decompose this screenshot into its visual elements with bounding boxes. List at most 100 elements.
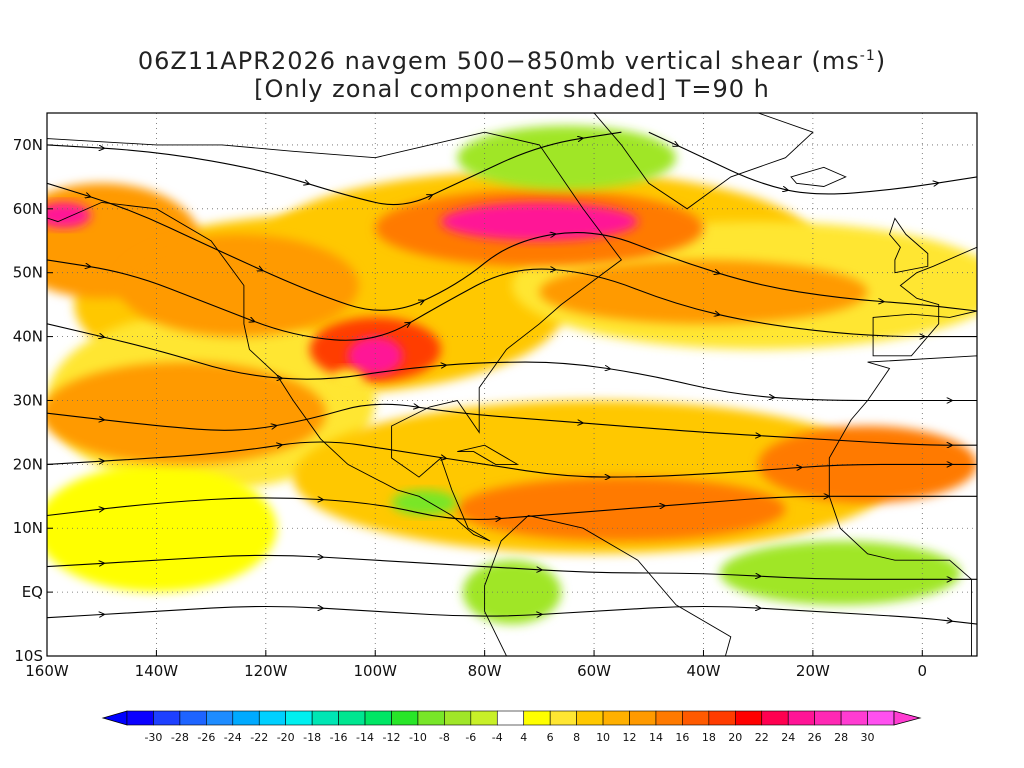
colorbar-swatch xyxy=(787,710,815,726)
shear-patch xyxy=(347,336,403,375)
colorbar-swatch xyxy=(444,710,472,726)
coastline-iceland xyxy=(790,166,847,187)
shear-patch xyxy=(47,362,326,465)
shear-shading xyxy=(47,125,977,625)
colorbar-label: -14 xyxy=(356,731,374,744)
colorbar-swatch xyxy=(655,710,683,726)
colorbar-swatch xyxy=(285,710,313,726)
streamline xyxy=(47,182,977,312)
colorbar-label: -22 xyxy=(250,731,268,744)
colorbar-label: 24 xyxy=(781,731,795,744)
colorbar-swatch xyxy=(470,710,498,726)
coastline-iberia-europe xyxy=(872,246,977,357)
title-unit-superscript: -1 xyxy=(859,48,876,64)
colorbar-swatch xyxy=(840,710,868,726)
coastline-south-america xyxy=(484,515,732,656)
colorbar-label: -24 xyxy=(224,731,242,744)
colorbar-swatch xyxy=(179,710,207,726)
axis-labels: 160W 140W 120W 100W 80W 60W 40W 20W 0 10S EQ 10N 20N… xyxy=(13,136,927,680)
colorbar-label: 10 xyxy=(596,731,610,744)
colorbar-label: 6 xyxy=(547,731,554,744)
colorbar-swatch xyxy=(761,710,789,726)
streamline xyxy=(47,554,977,580)
lat-tick-label: 40N xyxy=(13,328,43,346)
colorbar-label: -26 xyxy=(197,731,215,744)
lon-tick-label: 20W xyxy=(796,662,830,680)
colorbar-label: 20 xyxy=(728,731,742,744)
lat-tick-label: 20N xyxy=(13,455,43,473)
colorbar-label: 16 xyxy=(675,731,689,744)
colorbar-swatch xyxy=(576,710,604,726)
colorbar-swatch xyxy=(629,710,657,726)
streamline xyxy=(47,403,977,446)
lon-tick-label: 100W xyxy=(354,662,398,680)
shear-patch xyxy=(47,464,277,593)
shear-patch xyxy=(457,125,677,190)
colorbar-swatch xyxy=(338,710,366,726)
lon-tick-label: 60W xyxy=(577,662,611,680)
colorbar-label: -20 xyxy=(277,731,295,744)
colorbar-label: 26 xyxy=(808,731,822,744)
colorbar: -30 -28 -26 -24 -22 -20 -18 -16 -14 -12 -10 -8 -6 -4 4… xyxy=(101,710,922,744)
colorbar-swatch xyxy=(735,710,763,726)
colorbar-label: -8 xyxy=(439,731,450,744)
streamline xyxy=(47,131,622,206)
colorbar-swatch xyxy=(417,710,445,726)
shear-patch xyxy=(47,202,91,228)
shear-patch xyxy=(391,489,458,516)
colorbar-swatch xyxy=(523,710,551,726)
streamline xyxy=(47,605,977,625)
colorbar-label: 30 xyxy=(861,731,875,744)
colorbar-swatch xyxy=(708,710,736,726)
colorbar-swatch xyxy=(258,710,286,726)
streamline xyxy=(47,259,977,341)
colorbar-label: 4 xyxy=(520,731,527,744)
streamline xyxy=(47,441,977,478)
colorbar-label: -18 xyxy=(303,731,321,744)
shear-patch xyxy=(331,368,365,395)
shear-patch xyxy=(440,202,638,241)
lon-tick-label: 0 xyxy=(918,662,928,680)
colorbar-swatch xyxy=(153,710,181,726)
streamline xyxy=(47,323,977,402)
colorbar-label: -10 xyxy=(409,731,427,744)
shear-patch xyxy=(719,541,961,605)
colorbar-swatch xyxy=(682,710,710,726)
colorbar-swatch xyxy=(549,710,577,726)
streamlines xyxy=(47,131,977,625)
colorbar-swatch xyxy=(232,710,260,726)
colorbar-label: -4 xyxy=(492,731,503,744)
colorbar-label: -30 xyxy=(144,731,162,744)
colorbar-label: -28 xyxy=(171,731,189,744)
map-frame xyxy=(46,112,978,657)
colorbar-swatch xyxy=(311,710,339,726)
colorbar-swatch xyxy=(867,710,895,726)
title-line-2: [Only zonal component shaded] T=90 h xyxy=(254,75,770,103)
colorbar-label: 22 xyxy=(755,731,769,744)
lon-tick-label: 80W xyxy=(468,662,502,680)
title-main: 06Z11APR2026 navgem 500−850mb vertical s… xyxy=(137,47,860,75)
colorbar-under-triangle xyxy=(101,710,128,726)
colorbar-label: 14 xyxy=(649,731,663,744)
colorbar-swatch xyxy=(391,710,419,726)
colorbar-swatch xyxy=(814,710,842,726)
lat-tick-label: 50N xyxy=(13,264,43,282)
colorbar-label: 18 xyxy=(702,731,716,744)
colorbar-label: -6 xyxy=(465,731,476,744)
shear-patch xyxy=(539,259,868,324)
colorbar-label: 12 xyxy=(623,731,637,744)
colorbar-label: 8 xyxy=(573,731,580,744)
coastline-greenland xyxy=(593,113,814,210)
title-close-paren: ) xyxy=(875,47,887,75)
lat-tick-label: 30N xyxy=(13,391,43,409)
lon-tick-label: 120W xyxy=(244,662,288,680)
lat-tick-label: 60N xyxy=(13,200,43,218)
colorbar-swatch xyxy=(206,710,234,726)
colorbar-swatch xyxy=(126,710,154,726)
lon-tick-label: 160W xyxy=(25,662,69,680)
colorbar-label: -12 xyxy=(382,731,400,744)
lat-tick-label: 10S xyxy=(14,647,43,665)
colorbar-label: -16 xyxy=(330,731,348,744)
colorbar-over-triangle xyxy=(893,710,922,726)
